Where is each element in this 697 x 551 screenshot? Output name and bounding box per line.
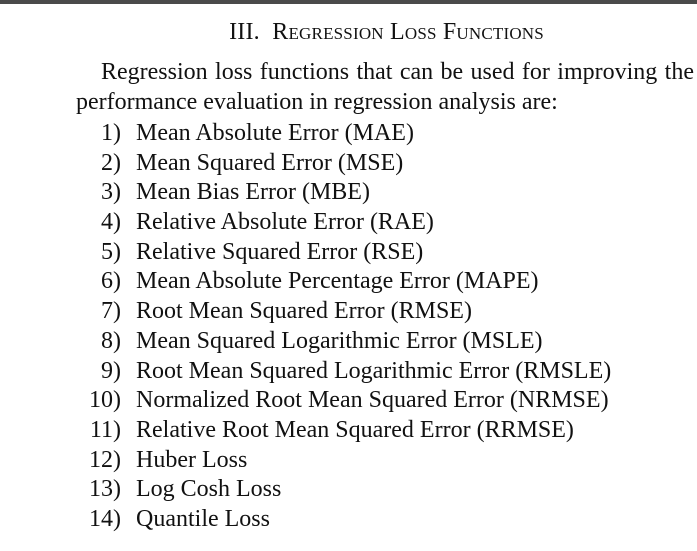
list-item: 9) Root Mean Squared Logarithmic Error (R… [0, 356, 697, 386]
item-number: 9) [101, 357, 121, 384]
item-number: 14) [89, 505, 121, 532]
item-text: Relative Root Mean Squared Error (RRMSE) [136, 416, 574, 443]
item-text: Root Mean Squared Error (RMSE) [136, 298, 472, 325]
item-number: 3) [101, 179, 121, 206]
item-number: 4) [101, 209, 121, 236]
item-number: 5) [101, 238, 121, 265]
list-item: 8) Mean Squared Logarithmic Error (MSLE) [0, 326, 697, 356]
item-text: Mean Squared Error (MSE) [136, 149, 404, 176]
list-item: 7) Root Mean Squared Error (RMSE) [0, 296, 697, 326]
item-text: Mean Bias Error (MBE) [136, 179, 370, 206]
item-text: Relative Squared Error (RSE) [136, 238, 424, 265]
loss-function-list: 1) Mean Absolute Error (MAE) 2) Mean Squar… [0, 118, 697, 534]
list-item: 3) Mean Bias Error (MBE) [0, 177, 697, 207]
item-number: 13) [89, 476, 121, 503]
item-number: 7) [101, 298, 121, 325]
list-item: 14) Quantile Loss [0, 504, 697, 534]
item-text: Quantile Loss [136, 505, 270, 532]
list-item: 13) Log Cosh Loss [0, 474, 697, 504]
list-item: 10) Normalized Root Mean Squared Error (N… [0, 385, 697, 415]
item-number: 11) [89, 416, 121, 443]
section-numeral: III. [229, 19, 260, 45]
item-text: Huber Loss [136, 446, 248, 473]
list-item: 11) Relative Root Mean Squared Error (RRM… [0, 415, 697, 445]
item-number: 10) [89, 387, 121, 414]
item-text: Relative Absolute Error (RAE) [136, 209, 434, 236]
list-item: 6) Mean Absolute Percentage Error (MAPE) [0, 266, 697, 296]
list-item: 1) Mean Absolute Error (MAE) [0, 118, 697, 148]
section-title: Regression Loss Functions [272, 19, 544, 45]
list-item: 5) Relative Squared Error (RSE) [0, 237, 697, 267]
list-item: 2) Mean Squared Error (MSE) [0, 148, 697, 178]
item-text: Root Mean Squared Logarithmic Error (RMS… [136, 357, 612, 384]
intro-paragraph: Regression loss functions that can be us… [76, 59, 694, 115]
item-text: Mean Absolute Error (MAE) [136, 120, 414, 146]
list-item: 4) Relative Absolute Error (RAE) [0, 207, 697, 237]
item-number: 6) [101, 268, 121, 295]
item-number: 12) [89, 446, 121, 473]
page-top-rule [0, 0, 697, 4]
item-number: 1) [101, 120, 121, 146]
section-heading: III. Regression Loss Functions [0, 17, 697, 47]
item-number: 8) [101, 327, 121, 354]
item-text: Log Cosh Loss [136, 476, 282, 503]
item-text: Mean Absolute Percentage Error (MAPE) [136, 268, 539, 295]
item-text: Mean Squared Logarithmic Error (MSLE) [136, 327, 543, 354]
list-item: 12) Huber Loss [0, 445, 697, 475]
item-number: 2) [101, 149, 121, 176]
item-text: Normalized Root Mean Squared Error (NRMS… [136, 387, 609, 414]
